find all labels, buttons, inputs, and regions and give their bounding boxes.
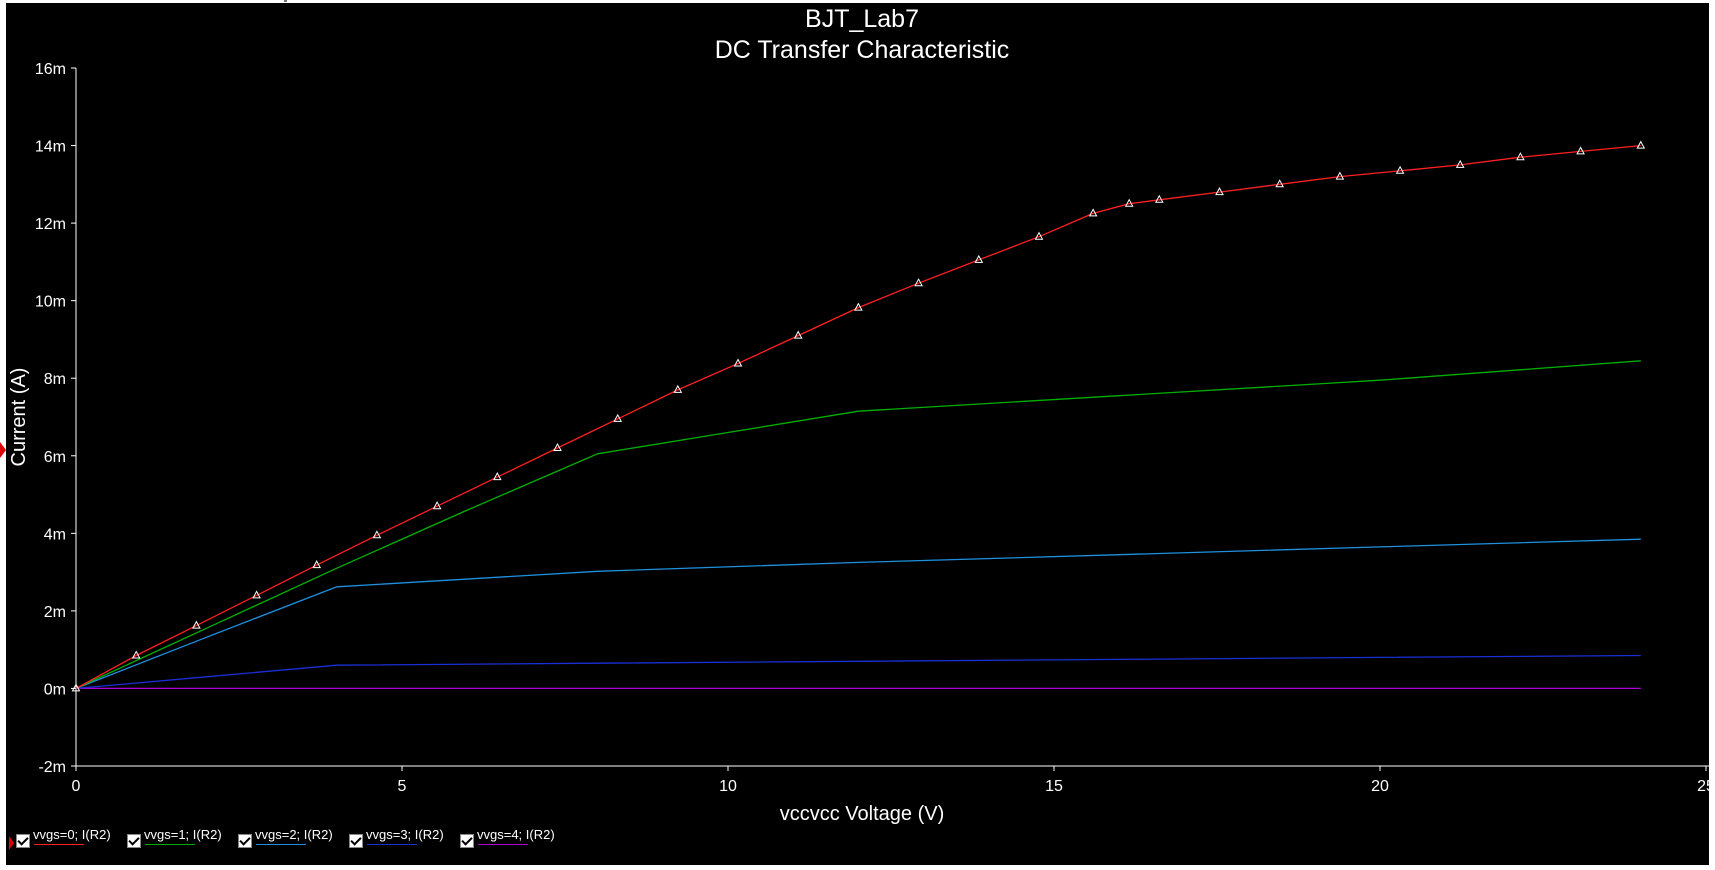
- data-point-marker: [974, 254, 984, 263]
- data-point-marker: [854, 302, 863, 311]
- x-tick-label: 10: [719, 778, 737, 795]
- x-axis-label: vccvcc Voltage (V): [780, 803, 945, 825]
- data-point-marker: [192, 620, 201, 629]
- y-tick-label: 16m: [35, 61, 66, 78]
- chart-frame: [6, 3, 1709, 865]
- data-point-marker: [914, 278, 923, 287]
- checkbox-checked-icon[interactable]: [460, 834, 474, 848]
- y-tick-label: 10m: [35, 294, 66, 311]
- data-point-marker: [793, 330, 803, 339]
- y-tick-label: 12m: [35, 216, 66, 233]
- y-tick-label: 8m: [44, 371, 66, 388]
- data-point-marker: [492, 472, 502, 481]
- data-point-marker: [252, 590, 261, 599]
- legend-label: vvgs=4; I(R2): [477, 827, 555, 842]
- legend-item-vvgs1[interactable]: vvgs=1; I(R2): [125, 825, 236, 855]
- data-point-marker: [613, 413, 623, 422]
- axes: -2m 0m 2m 4m 6m 8m 10m 12m 14m 16m 0 5 10 15 20 25: [35, 61, 1715, 795]
- chart-subtitle: DC Transfer Characteristic: [715, 36, 1010, 64]
- data-point-marker: [1154, 194, 1164, 203]
- legend-label: vvgs=1; I(R2): [144, 827, 222, 842]
- data-point-marker: [1576, 146, 1585, 155]
- series-line-vvgs-1-i-r2-: [75, 360, 1641, 689]
- data-point-marker: [1215, 187, 1224, 196]
- data-point-marker: [1455, 159, 1465, 168]
- x-tick-label: 15: [1045, 778, 1063, 795]
- x-tick-label: 25: [1697, 778, 1715, 795]
- legend-label: vvgs=0; I(R2): [33, 827, 111, 842]
- legend-item-vvgs3[interactable]: vvgs=3; I(R2): [347, 825, 458, 855]
- data-point-marker: [553, 442, 562, 451]
- data-point-marker: [312, 560, 322, 569]
- y-tick-label: 2m: [44, 604, 66, 621]
- y-tick-label: 14m: [35, 139, 66, 156]
- legend-swatch: [367, 844, 417, 845]
- data-point-marker: [1275, 179, 1285, 188]
- y-tick-label: 0m: [44, 681, 66, 698]
- data-point-marker: [131, 650, 141, 659]
- legend-item-vvgs0[interactable]: vvgs=0; I(R2): [14, 825, 125, 855]
- y-tick-label: 4m: [44, 526, 66, 543]
- active-trace-marker-icon: [9, 836, 14, 850]
- checkbox-checked-icon[interactable]: [16, 834, 30, 848]
- data-point-marker: [1088, 208, 1098, 217]
- checkbox-checked-icon[interactable]: [127, 834, 141, 848]
- cursor-marker-icon[interactable]: [0, 442, 6, 458]
- checkbox-checked-icon[interactable]: [349, 834, 363, 848]
- data-point-marker: [1335, 171, 1345, 180]
- legend-item-vvgs2[interactable]: vvgs=2; I(R2): [236, 825, 347, 855]
- data-point-marker: [733, 358, 743, 367]
- data-point-marker: [1124, 198, 1134, 207]
- y-tick-label: 6m: [44, 449, 66, 466]
- data-point-marker: [673, 384, 683, 393]
- y-tick-label: -2m: [38, 759, 66, 776]
- legend-swatch: [256, 844, 306, 845]
- x-tick-label: 20: [1371, 778, 1389, 795]
- legend: vvgs=0; I(R2) vvgs=1; I(R2) vvgs=2; I(R2…: [14, 825, 569, 855]
- legend-label: vvgs=3; I(R2): [366, 827, 444, 842]
- legend-swatch: [34, 844, 84, 845]
- y-axis-label: Current (A): [8, 368, 30, 467]
- legend-swatch: [145, 844, 195, 845]
- checkbox-checked-icon[interactable]: [238, 834, 252, 848]
- window-edge-mark: [284, 0, 287, 2]
- x-tick-label: 5: [398, 778, 407, 795]
- data-point-marker: [1636, 140, 1646, 149]
- data-point-marker: [372, 530, 382, 539]
- legend-label: vvgs=2; I(R2): [255, 827, 333, 842]
- data-point-marker: [432, 501, 442, 510]
- legend-swatch: [478, 844, 528, 845]
- data-point-marker: [1516, 152, 1525, 161]
- data-point-marker: [71, 683, 81, 692]
- data-point-marker: [1395, 165, 1405, 174]
- series-layer: [71, 140, 1646, 692]
- series-line-vvgs-2-i-r2-: [75, 538, 1641, 690]
- series-line-vvgs-3-i-r2-: [75, 654, 1641, 690]
- x-tick-label: 0: [72, 778, 81, 795]
- data-point-marker: [1034, 231, 1044, 240]
- chart-title: BJT_Lab7: [805, 5, 919, 33]
- legend-item-vvgs4[interactable]: vvgs=4; I(R2): [458, 825, 569, 855]
- series-line-vvgs-0-i-r2-: [75, 144, 1641, 689]
